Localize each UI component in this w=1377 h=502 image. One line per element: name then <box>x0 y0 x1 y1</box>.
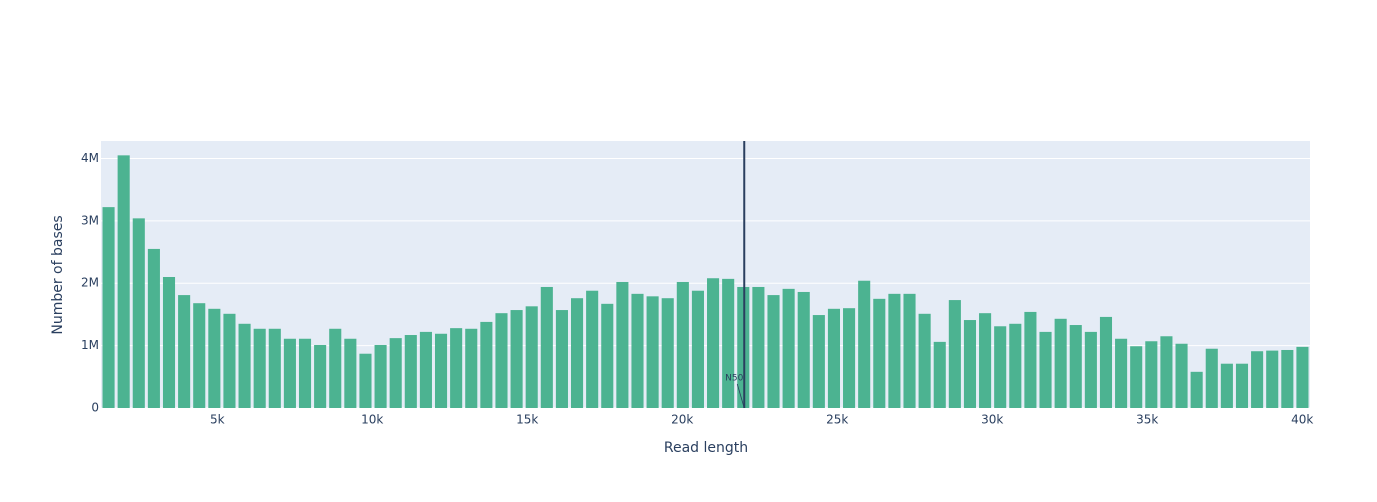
bar <box>193 303 206 408</box>
bar <box>963 320 977 408</box>
bar <box>434 333 448 408</box>
bar <box>858 280 871 408</box>
bar <box>570 298 584 408</box>
y-tick-label: 3M <box>81 213 99 227</box>
bar <box>616 281 629 408</box>
y-tick-label: 2M <box>81 276 99 290</box>
bar <box>374 344 387 408</box>
x-tick-label: 35k <box>1136 413 1158 427</box>
bar <box>208 308 221 408</box>
bar <box>797 291 810 408</box>
bar <box>1281 349 1294 408</box>
bar <box>102 207 115 408</box>
bar <box>268 328 281 408</box>
bar <box>555 310 568 408</box>
bar <box>994 326 1007 408</box>
bar <box>1039 331 1052 408</box>
bar <box>1296 346 1309 408</box>
bar <box>480 321 493 408</box>
bar <box>676 281 689 408</box>
x-tick-label: 25k <box>826 413 848 427</box>
bar <box>162 276 176 408</box>
bar <box>812 315 825 408</box>
bar <box>525 306 538 408</box>
bar <box>1009 323 1022 408</box>
y-tick-label: 1M <box>81 338 99 352</box>
y-axis-title: Number of bases <box>50 215 66 334</box>
bar <box>1160 336 1173 408</box>
bar <box>586 290 599 408</box>
bar <box>1145 341 1158 408</box>
bar <box>1220 363 1233 408</box>
x-tick-label: 10k <box>361 413 383 427</box>
y-tick-label: 4M <box>81 151 99 165</box>
bar <box>359 353 372 408</box>
bar <box>178 295 191 408</box>
x-tick-label: 20k <box>671 413 693 427</box>
bar <box>223 313 236 408</box>
bar <box>691 290 704 408</box>
bar <box>933 341 946 408</box>
bar <box>948 300 961 408</box>
bar <box>661 298 674 408</box>
bar <box>329 328 342 408</box>
bar <box>646 296 659 408</box>
bar <box>918 313 931 408</box>
n50-arrow <box>736 383 745 409</box>
bar <box>253 328 266 408</box>
bar <box>1190 371 1203 408</box>
bar <box>344 338 357 408</box>
x-axis-title: Read length <box>664 440 748 456</box>
bar <box>314 344 327 408</box>
x-tick-label: 40k <box>1291 413 1313 427</box>
bar <box>132 218 145 408</box>
bar <box>827 308 841 408</box>
bar <box>1266 350 1279 408</box>
x-tick-label: 15k <box>516 413 538 427</box>
bar <box>1115 338 1128 408</box>
bar <box>283 338 296 408</box>
bar <box>238 323 251 408</box>
bar <box>1130 346 1143 408</box>
bar <box>1205 348 1218 408</box>
bar <box>722 278 735 408</box>
bar <box>404 335 417 408</box>
bar <box>1024 311 1037 408</box>
x-tick-label: 30k <box>981 413 1003 427</box>
bar <box>389 338 402 408</box>
bar <box>495 313 508 408</box>
bar <box>782 288 795 408</box>
bar <box>1084 331 1097 408</box>
bar <box>1099 316 1113 408</box>
bar <box>873 298 886 408</box>
plot-background <box>101 141 1310 408</box>
bar <box>903 293 916 408</box>
bar <box>752 286 765 408</box>
bar <box>707 278 720 408</box>
y-tick-label: 0 <box>91 401 99 415</box>
bar <box>843 308 856 408</box>
x-tick-label: 5k <box>210 413 225 427</box>
bar <box>450 328 463 408</box>
bar <box>631 293 644 408</box>
bar <box>1054 318 1067 408</box>
bar <box>465 328 478 408</box>
n50-label: N50 <box>725 374 743 384</box>
bar <box>540 286 553 408</box>
bar <box>601 303 614 408</box>
bar <box>298 338 312 408</box>
bar <box>510 310 523 408</box>
bar <box>1235 363 1249 408</box>
bar <box>979 313 992 408</box>
bar <box>117 155 130 408</box>
bar <box>1069 325 1082 408</box>
bar <box>147 248 160 408</box>
bar <box>1175 343 1188 408</box>
bar <box>1251 351 1264 408</box>
bar <box>888 293 901 408</box>
bar <box>767 295 780 408</box>
bar <box>419 331 432 408</box>
